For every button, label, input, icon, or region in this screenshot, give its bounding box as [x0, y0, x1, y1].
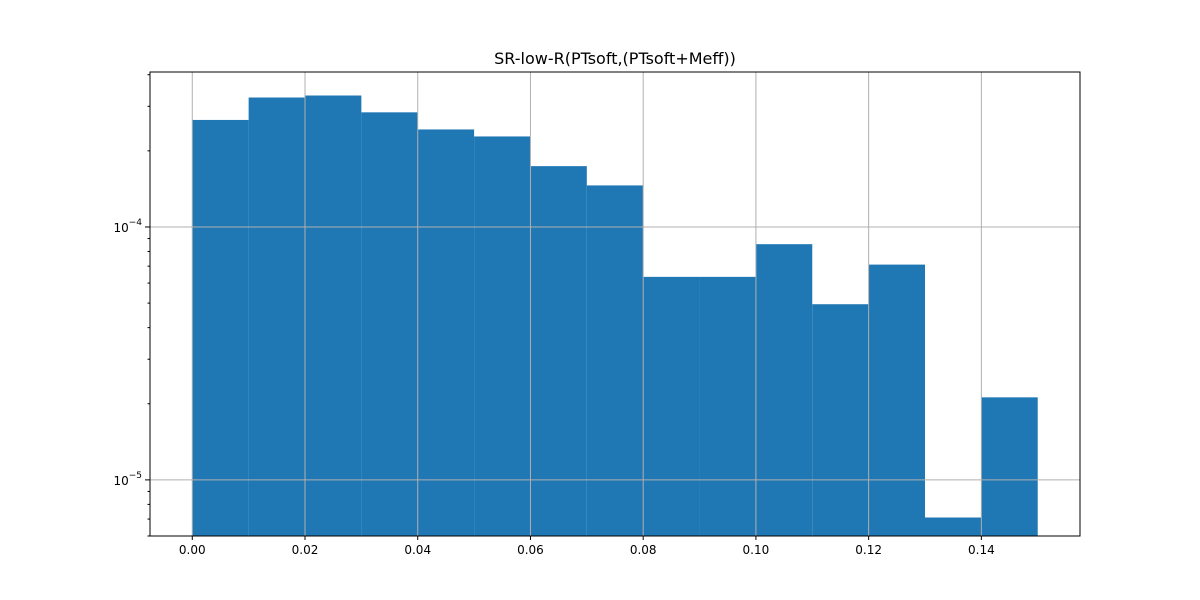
x-tick-label: 0.10 [743, 543, 770, 557]
histogram-bar [248, 97, 305, 536]
grid-lines [150, 72, 1080, 536]
axes: 0.00 0.02 0.04 0.06 0.08 0.10 0.12 0.14 10−5 10−4 [113, 71, 1081, 557]
histogram-bar [361, 112, 418, 536]
x-tick-label: 0.06 [517, 543, 544, 557]
histogram-bar [643, 276, 700, 536]
histogram-bar [192, 119, 249, 536]
histogram-bar [530, 166, 587, 537]
x-tick-label: 0.14 [968, 543, 995, 557]
x-tick-label: 0.08 [630, 543, 657, 557]
histogram-bar [586, 185, 644, 536]
histogram-bar [417, 129, 475, 536]
y-tick-label: 10−4 [113, 218, 142, 235]
histogram-bar [812, 304, 869, 536]
plot-frame [149, 71, 1081, 537]
chart-title: SR-low-R(PTsoft,(PTsoft+Meff)) [494, 49, 736, 68]
x-tick-label: 0.12 [855, 543, 882, 557]
histogram-bars [192, 95, 1038, 537]
histogram-bar [699, 276, 756, 536]
histogram-bar [868, 264, 925, 536]
histogram-bar [925, 517, 982, 536]
histogram-bar [305, 95, 362, 537]
x-tick-label: 0.02 [292, 543, 319, 557]
x-tick-label: 0.00 [179, 543, 206, 557]
y-tick-label: 10−5 [113, 471, 142, 488]
x-tick-label: 0.04 [404, 543, 431, 557]
histogram-bar [755, 244, 813, 536]
histogram-bar [981, 397, 1038, 536]
histogram-bar [474, 136, 531, 536]
